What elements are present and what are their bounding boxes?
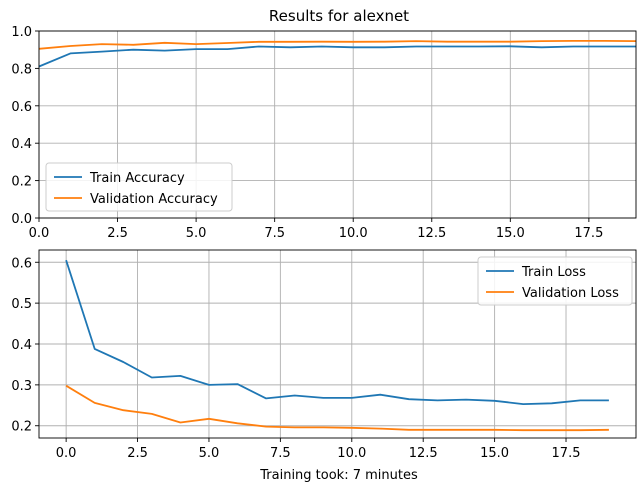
accuracy-xtick-label-7: 17.5 bbox=[574, 226, 603, 241]
loss-xtick-label-5: 12.5 bbox=[409, 446, 438, 461]
accuracy-xtick-label-4: 10.0 bbox=[339, 226, 368, 241]
loss-ticks: 0.0 2.5 5.0 7.5 10.0 12.5 15.0 17.5 0.2 0.3 0.4 0.5… bbox=[11, 256, 580, 461]
loss-grid bbox=[39, 250, 636, 438]
accuracy-xtick-label-2: 5.0 bbox=[186, 226, 207, 241]
accuracy-panel: Results for alexnet 0.0 2.5 5.0 7.5 10.0 12.5… bbox=[11, 7, 637, 241]
accuracy-legend-label-1: Validation Accuracy bbox=[90, 192, 218, 207]
loss-series-line-0 bbox=[65, 259, 609, 406]
accuracy-ticks: 0.0 2.5 5.0 7.5 10.0 12.5 15.0 17.5 0.0 0.2 0.4 0.6… bbox=[11, 25, 603, 241]
loss-xtick-label-4: 10.0 bbox=[337, 446, 366, 461]
training-time-label: Training took: 7 minutes bbox=[259, 468, 418, 483]
accuracy-series-line-0 bbox=[38, 45, 636, 68]
accuracy-series bbox=[38, 40, 637, 68]
accuracy-chart-title: Results for alexnet bbox=[269, 7, 409, 25]
loss-legend-label-1: Validation Loss bbox=[522, 286, 619, 301]
loss-xtick-label-6: 15.0 bbox=[480, 446, 509, 461]
loss-series-line-1 bbox=[65, 384, 609, 432]
accuracy-legend: Train Accuracy Validation Accuracy bbox=[45, 162, 233, 212]
loss-xtick-label-3: 7.5 bbox=[270, 446, 291, 461]
loss-ytick-label-2: 0.4 bbox=[11, 338, 32, 353]
loss-series bbox=[65, 259, 609, 432]
loss-xtick-label-1: 2.5 bbox=[127, 446, 148, 461]
loss-ytick-label-1: 0.3 bbox=[11, 379, 32, 394]
accuracy-series-line-1 bbox=[38, 40, 637, 50]
accuracy-ytick-label-0: 0.0 bbox=[11, 212, 32, 227]
accuracy-ytick-label-3: 0.6 bbox=[11, 100, 32, 115]
accuracy-xtick-label-1: 2.5 bbox=[107, 226, 128, 241]
accuracy-ytick-label-4: 0.8 bbox=[11, 62, 32, 77]
loss-ytick-label-0: 0.2 bbox=[11, 420, 32, 435]
loss-panel: 0.0 2.5 5.0 7.5 10.0 12.5 15.0 17.5 0.2 0.3 0.4 0.5… bbox=[11, 249, 637, 461]
accuracy-ytick-label-5: 1.0 bbox=[11, 25, 32, 40]
accuracy-axes bbox=[38, 30, 637, 219]
accuracy-axes-frame bbox=[38, 30, 637, 219]
accuracy-xtick-label-3: 7.5 bbox=[264, 226, 285, 241]
accuracy-legend-box bbox=[45, 162, 233, 212]
loss-xtick-label-7: 17.5 bbox=[552, 446, 581, 461]
loss-xtick-label-0: 0.0 bbox=[56, 446, 77, 461]
loss-legend: Train Loss Validation Loss bbox=[477, 256, 633, 306]
accuracy-ytick-label-2: 0.4 bbox=[11, 137, 32, 152]
loss-legend-label-0: Train Loss bbox=[521, 265, 586, 280]
accuracy-xtick-label-5: 12.5 bbox=[417, 226, 446, 241]
accuracy-legend-label-0: Train Accuracy bbox=[89, 171, 185, 186]
loss-xtick-label-2: 5.0 bbox=[199, 446, 220, 461]
loss-ytick-label-3: 0.5 bbox=[11, 297, 32, 312]
accuracy-xtick-label-0: 0.0 bbox=[29, 226, 50, 241]
accuracy-ytick-label-1: 0.2 bbox=[11, 175, 32, 190]
loss-legend-box bbox=[477, 256, 633, 306]
accuracy-xtick-label-6: 15.0 bbox=[496, 226, 525, 241]
loss-ytick-label-4: 0.6 bbox=[11, 256, 32, 271]
